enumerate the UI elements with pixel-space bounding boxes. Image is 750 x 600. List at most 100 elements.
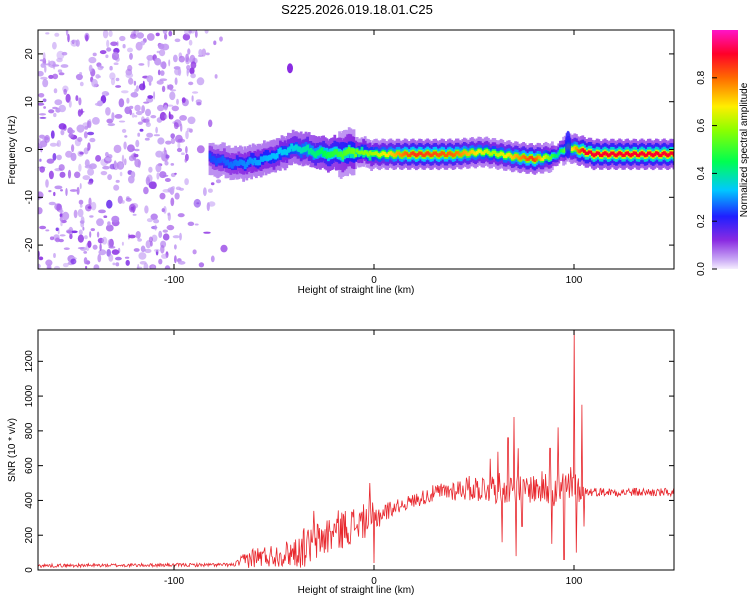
ridge-cell xyxy=(616,152,620,156)
ridge-cell xyxy=(659,153,663,158)
noise-speckle xyxy=(134,88,137,98)
noise-speckle xyxy=(85,265,88,269)
noise-speckle xyxy=(201,48,207,57)
noise-speckle xyxy=(164,33,168,40)
noise-speckle xyxy=(101,236,108,245)
noise-speckle xyxy=(158,230,163,238)
noise-speckle xyxy=(135,110,143,116)
noise-speckle xyxy=(124,256,130,259)
ridge-cell xyxy=(490,152,493,156)
noise-speckle xyxy=(48,74,54,79)
ridge-cell xyxy=(264,150,268,161)
y-tick-label: 1200 xyxy=(24,350,35,373)
noise-speckle xyxy=(79,81,84,87)
ridge-cell xyxy=(586,151,589,155)
noise-speckle xyxy=(113,160,117,169)
noise-speckle xyxy=(87,142,91,151)
noise-speckle xyxy=(196,101,202,106)
ridge-cell xyxy=(517,156,521,160)
noise-speckle xyxy=(83,147,89,155)
ridge-cell xyxy=(343,150,346,156)
noise-speckle xyxy=(127,64,133,72)
noise-speckle xyxy=(103,215,108,218)
noise-speckle xyxy=(145,240,152,249)
noise-speckle xyxy=(38,113,47,116)
noise-speckle xyxy=(70,258,77,265)
noise-speckle xyxy=(159,171,167,179)
noise-speckle xyxy=(42,78,49,88)
ridge-cell xyxy=(483,150,487,154)
ridge-cell xyxy=(295,144,298,150)
ridge-cell xyxy=(287,147,290,153)
noise-speckle xyxy=(161,208,165,213)
noise-speckle xyxy=(46,158,55,164)
noise-speckle xyxy=(146,218,153,223)
noise-speckle xyxy=(135,139,140,148)
ridge-cell xyxy=(405,152,409,156)
ridge-cell xyxy=(235,155,239,166)
ridge-cell xyxy=(439,152,442,157)
ridge-cell xyxy=(291,146,295,152)
noise-speckle xyxy=(82,226,85,231)
noise-speckle xyxy=(129,52,133,60)
ridge-cell xyxy=(354,148,357,156)
noise-speckle xyxy=(159,49,166,57)
noise-speckle xyxy=(128,203,136,213)
ridge-cell xyxy=(325,147,329,159)
noise-speckle xyxy=(113,62,119,65)
noise-speckle xyxy=(139,128,144,132)
noise-speckle xyxy=(87,181,93,185)
ridge-cell xyxy=(480,151,484,155)
noise-speckle xyxy=(65,30,69,36)
noise-speckle xyxy=(83,131,88,139)
snr-y-axis-label: SNR (10 * v/v) xyxy=(7,418,18,482)
ridge-cell xyxy=(615,154,618,158)
noise-speckle xyxy=(53,112,57,118)
ridge-cell xyxy=(455,151,458,155)
noise-speckle xyxy=(78,229,83,235)
ridge-cell xyxy=(459,153,463,157)
ridge-cell xyxy=(304,146,308,152)
ridge-cell xyxy=(323,150,327,156)
noise-speckle xyxy=(186,127,191,132)
noise-speckle xyxy=(48,190,52,193)
colorbar-tick-label: 0.4 xyxy=(696,166,707,180)
noise-speckle xyxy=(92,52,97,57)
ridge-cell xyxy=(467,152,471,156)
ridge-cell xyxy=(375,151,378,155)
ridge-cell xyxy=(559,149,562,153)
noise-speckle xyxy=(73,209,78,219)
noise-speckle xyxy=(48,109,55,114)
ridge-cell xyxy=(272,153,276,159)
noise-speckle xyxy=(287,63,293,74)
ridge-cell xyxy=(290,143,293,149)
ridge-cell xyxy=(383,151,386,156)
noise-speckle xyxy=(177,213,185,218)
noise-speckle xyxy=(151,234,158,242)
noise-speckle xyxy=(80,108,83,115)
ridge-cell xyxy=(597,151,601,156)
ridge-cell xyxy=(471,149,474,154)
noise-speckle xyxy=(52,41,57,50)
noise-speckle xyxy=(56,142,59,147)
ridge-cell xyxy=(301,147,305,153)
noise-speckle xyxy=(131,31,135,38)
noise-speckle xyxy=(121,200,125,204)
ridge-cell xyxy=(251,153,255,164)
noise-speckle xyxy=(78,199,84,205)
noise-speckle xyxy=(188,30,192,34)
noise-speckle xyxy=(119,35,126,42)
noise-speckle xyxy=(39,116,47,119)
noise-speckle xyxy=(58,123,67,130)
snr-frame xyxy=(37,329,675,571)
ridge-cell xyxy=(306,144,309,150)
ridge-cell xyxy=(240,159,244,166)
ridge-cell xyxy=(336,151,340,157)
noise-speckle xyxy=(194,30,198,38)
spectrogram-x-axis-label: Height of straight line (km) xyxy=(298,285,415,296)
noise-speckle xyxy=(190,61,197,69)
ridge-cell xyxy=(655,151,658,155)
ridge-cell xyxy=(525,157,529,162)
ridge-cell xyxy=(538,155,541,160)
